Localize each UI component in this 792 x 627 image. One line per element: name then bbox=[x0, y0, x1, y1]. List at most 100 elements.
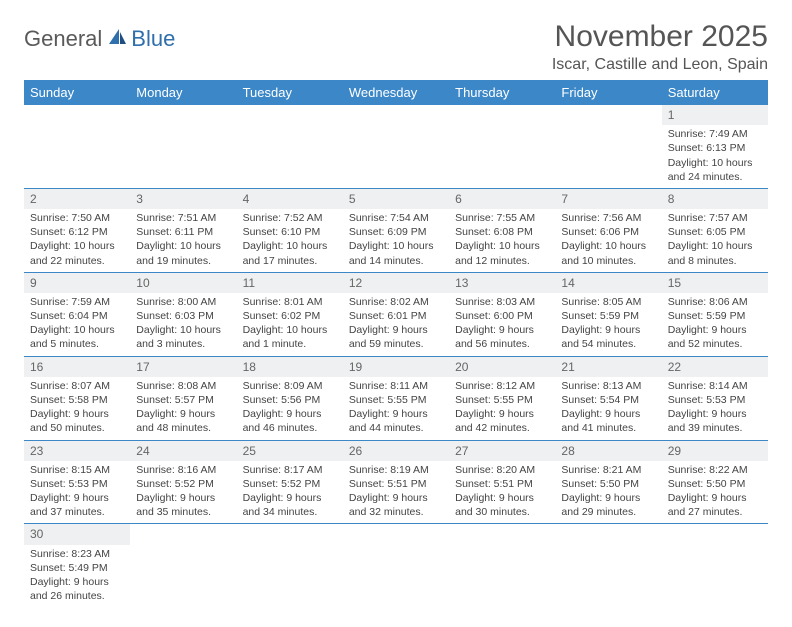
daylight-text: Daylight: 9 hours and 42 minutes. bbox=[455, 407, 549, 435]
calendar-cell: 7Sunrise: 7:56 AMSunset: 6:06 PMDaylight… bbox=[555, 188, 661, 272]
sunset-text: Sunset: 5:59 PM bbox=[561, 309, 655, 323]
daylight-text: Daylight: 9 hours and 52 minutes. bbox=[668, 323, 762, 351]
sunrise-text: Sunrise: 7:55 AM bbox=[455, 211, 549, 225]
calendar-cell: 10Sunrise: 8:00 AMSunset: 6:03 PMDayligh… bbox=[130, 272, 236, 356]
calendar-cell-empty bbox=[343, 524, 449, 607]
day-number: 8 bbox=[662, 189, 768, 209]
daylight-text: Daylight: 9 hours and 37 minutes. bbox=[30, 491, 124, 519]
sunrise-text: Sunrise: 8:14 AM bbox=[668, 379, 762, 393]
daylight-text: Daylight: 9 hours and 59 minutes. bbox=[349, 323, 443, 351]
sunset-text: Sunset: 6:05 PM bbox=[668, 225, 762, 239]
daylight-text: Daylight: 9 hours and 56 minutes. bbox=[455, 323, 549, 351]
calendar-cell: 6Sunrise: 7:55 AMSunset: 6:08 PMDaylight… bbox=[449, 188, 555, 272]
sunrise-text: Sunrise: 8:20 AM bbox=[455, 463, 549, 477]
weekday-header: Saturday bbox=[662, 80, 768, 105]
calendar-body: 1Sunrise: 7:49 AMSunset: 6:13 PMDaylight… bbox=[24, 105, 768, 607]
sunrise-text: Sunrise: 8:00 AM bbox=[136, 295, 230, 309]
sail-icon bbox=[106, 27, 128, 52]
calendar-cell: 21Sunrise: 8:13 AMSunset: 5:54 PMDayligh… bbox=[555, 356, 661, 440]
sunset-text: Sunset: 5:55 PM bbox=[455, 393, 549, 407]
sunset-text: Sunset: 5:52 PM bbox=[243, 477, 337, 491]
sunset-text: Sunset: 5:53 PM bbox=[668, 393, 762, 407]
sunrise-text: Sunrise: 7:49 AM bbox=[668, 127, 762, 141]
sunset-text: Sunset: 5:53 PM bbox=[30, 477, 124, 491]
sunrise-text: Sunrise: 8:22 AM bbox=[668, 463, 762, 477]
day-number: 22 bbox=[662, 357, 768, 377]
day-number: 12 bbox=[343, 273, 449, 293]
sunrise-text: Sunrise: 8:16 AM bbox=[136, 463, 230, 477]
calendar-row: 1Sunrise: 7:49 AMSunset: 6:13 PMDaylight… bbox=[24, 105, 768, 188]
weekday-header: Monday bbox=[130, 80, 236, 105]
calendar-row: 30Sunrise: 8:23 AMSunset: 5:49 PMDayligh… bbox=[24, 524, 768, 607]
sunset-text: Sunset: 6:13 PM bbox=[668, 141, 762, 155]
sunrise-text: Sunrise: 8:09 AM bbox=[243, 379, 337, 393]
calendar-cell-empty bbox=[130, 105, 236, 188]
day-number: 18 bbox=[237, 357, 343, 377]
weekday-header: Wednesday bbox=[343, 80, 449, 105]
daylight-text: Daylight: 10 hours and 19 minutes. bbox=[136, 239, 230, 267]
day-number: 21 bbox=[555, 357, 661, 377]
day-number: 16 bbox=[24, 357, 130, 377]
location-text: Iscar, Castille and Leon, Spain bbox=[552, 56, 768, 74]
calendar-cell: 14Sunrise: 8:05 AMSunset: 5:59 PMDayligh… bbox=[555, 272, 661, 356]
day-number: 9 bbox=[24, 273, 130, 293]
brand-part1: General bbox=[24, 26, 102, 52]
sunrise-text: Sunrise: 7:54 AM bbox=[349, 211, 443, 225]
weekday-header: Friday bbox=[555, 80, 661, 105]
sunset-text: Sunset: 6:04 PM bbox=[30, 309, 124, 323]
day-number: 27 bbox=[449, 441, 555, 461]
sunset-text: Sunset: 6:08 PM bbox=[455, 225, 549, 239]
daylight-text: Daylight: 9 hours and 34 minutes. bbox=[243, 491, 337, 519]
sunrise-text: Sunrise: 8:08 AM bbox=[136, 379, 230, 393]
calendar-cell: 25Sunrise: 8:17 AMSunset: 5:52 PMDayligh… bbox=[237, 440, 343, 524]
calendar-row: 2Sunrise: 7:50 AMSunset: 6:12 PMDaylight… bbox=[24, 188, 768, 272]
sunrise-text: Sunrise: 8:03 AM bbox=[455, 295, 549, 309]
day-number: 3 bbox=[130, 189, 236, 209]
sunset-text: Sunset: 6:01 PM bbox=[349, 309, 443, 323]
calendar-cell-empty bbox=[662, 524, 768, 607]
calendar-cell-empty bbox=[555, 524, 661, 607]
calendar-cell: 30Sunrise: 8:23 AMSunset: 5:49 PMDayligh… bbox=[24, 524, 130, 607]
daylight-text: Daylight: 9 hours and 48 minutes. bbox=[136, 407, 230, 435]
sunset-text: Sunset: 5:58 PM bbox=[30, 393, 124, 407]
sunrise-text: Sunrise: 7:52 AM bbox=[243, 211, 337, 225]
day-number: 7 bbox=[555, 189, 661, 209]
month-title: November 2025 bbox=[552, 20, 768, 54]
calendar-cell-empty bbox=[130, 524, 236, 607]
calendar-cell: 16Sunrise: 8:07 AMSunset: 5:58 PMDayligh… bbox=[24, 356, 130, 440]
calendar-cell: 17Sunrise: 8:08 AMSunset: 5:57 PMDayligh… bbox=[130, 356, 236, 440]
calendar-cell-empty bbox=[24, 105, 130, 188]
day-number: 19 bbox=[343, 357, 449, 377]
day-number: 4 bbox=[237, 189, 343, 209]
sunrise-text: Sunrise: 8:01 AM bbox=[243, 295, 337, 309]
daylight-text: Daylight: 9 hours and 54 minutes. bbox=[561, 323, 655, 351]
calendar-cell-empty bbox=[555, 105, 661, 188]
calendar-cell-empty bbox=[449, 524, 555, 607]
calendar-cell-empty bbox=[237, 105, 343, 188]
sunrise-text: Sunrise: 8:12 AM bbox=[455, 379, 549, 393]
calendar-cell: 23Sunrise: 8:15 AMSunset: 5:53 PMDayligh… bbox=[24, 440, 130, 524]
day-number: 28 bbox=[555, 441, 661, 461]
calendar-cell: 9Sunrise: 7:59 AMSunset: 6:04 PMDaylight… bbox=[24, 272, 130, 356]
daylight-text: Daylight: 9 hours and 41 minutes. bbox=[561, 407, 655, 435]
day-number: 5 bbox=[343, 189, 449, 209]
sunset-text: Sunset: 6:12 PM bbox=[30, 225, 124, 239]
calendar-cell: 1Sunrise: 7:49 AMSunset: 6:13 PMDaylight… bbox=[662, 105, 768, 188]
calendar-row: 23Sunrise: 8:15 AMSunset: 5:53 PMDayligh… bbox=[24, 440, 768, 524]
day-number: 30 bbox=[24, 524, 130, 544]
calendar-header-row: SundayMondayTuesdayWednesdayThursdayFrid… bbox=[24, 80, 768, 105]
calendar-cell: 12Sunrise: 8:02 AMSunset: 6:01 PMDayligh… bbox=[343, 272, 449, 356]
sunrise-text: Sunrise: 7:56 AM bbox=[561, 211, 655, 225]
sunrise-text: Sunrise: 7:50 AM bbox=[30, 211, 124, 225]
daylight-text: Daylight: 9 hours and 30 minutes. bbox=[455, 491, 549, 519]
daylight-text: Daylight: 9 hours and 44 minutes. bbox=[349, 407, 443, 435]
calendar-cell: 4Sunrise: 7:52 AMSunset: 6:10 PMDaylight… bbox=[237, 188, 343, 272]
sunrise-text: Sunrise: 7:59 AM bbox=[30, 295, 124, 309]
calendar-row: 16Sunrise: 8:07 AMSunset: 5:58 PMDayligh… bbox=[24, 356, 768, 440]
calendar-page: General Blue November 2025 Iscar, Castil… bbox=[0, 0, 792, 627]
sunrise-text: Sunrise: 8:13 AM bbox=[561, 379, 655, 393]
calendar-cell: 26Sunrise: 8:19 AMSunset: 5:51 PMDayligh… bbox=[343, 440, 449, 524]
day-number: 24 bbox=[130, 441, 236, 461]
calendar-cell: 27Sunrise: 8:20 AMSunset: 5:51 PMDayligh… bbox=[449, 440, 555, 524]
calendar-table: SundayMondayTuesdayWednesdayThursdayFrid… bbox=[24, 80, 768, 607]
